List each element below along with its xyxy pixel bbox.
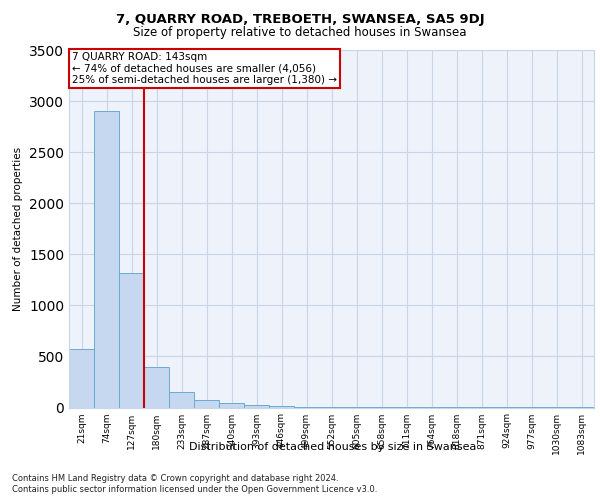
Bar xyxy=(244,406,269,407)
Bar xyxy=(144,367,169,408)
Bar xyxy=(219,404,244,407)
Text: Contains HM Land Registry data © Crown copyright and database right 2024.: Contains HM Land Registry data © Crown c… xyxy=(12,474,338,483)
Text: 7 QUARRY ROAD: 143sqm
← 74% of detached houses are smaller (4,056)
25% of semi-d: 7 QUARRY ROAD: 143sqm ← 74% of detached … xyxy=(71,52,337,85)
Bar xyxy=(119,272,144,407)
Bar xyxy=(294,406,319,408)
Bar xyxy=(94,112,119,408)
Text: Distribution of detached houses by size in Swansea: Distribution of detached houses by size … xyxy=(190,442,476,452)
Bar xyxy=(194,400,219,407)
Bar xyxy=(269,406,294,408)
Y-axis label: Number of detached properties: Number of detached properties xyxy=(13,146,23,311)
Text: Size of property relative to detached houses in Swansea: Size of property relative to detached ho… xyxy=(133,26,467,39)
Text: 7, QUARRY ROAD, TREBOETH, SWANSEA, SA5 9DJ: 7, QUARRY ROAD, TREBOETH, SWANSEA, SA5 9… xyxy=(116,13,484,26)
Bar xyxy=(69,349,94,408)
Bar xyxy=(169,392,194,407)
Text: Contains public sector information licensed under the Open Government Licence v3: Contains public sector information licen… xyxy=(12,485,377,494)
Bar xyxy=(319,407,344,408)
